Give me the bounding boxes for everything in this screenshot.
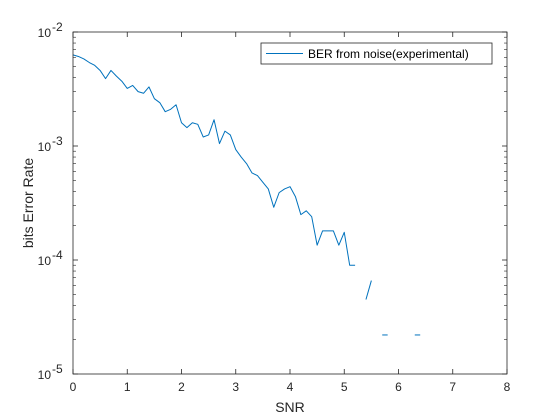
series-line-segment xyxy=(72,54,356,266)
series-line-segment xyxy=(365,280,372,300)
x-tick-label: 2 xyxy=(178,380,185,394)
y-tick-exponent: -4 xyxy=(52,248,63,262)
y-tick-exponent: -5 xyxy=(52,362,63,376)
x-tick-label: 7 xyxy=(449,380,456,394)
x-tick-label: 5 xyxy=(341,380,348,394)
plot-area xyxy=(73,32,507,374)
x-axis: 0 1 2 3 4 5 6 7 8 xyxy=(70,32,511,394)
y-tick-label: 10 xyxy=(38,254,52,268)
legend-entry: BER from noise(experimental) xyxy=(308,47,469,61)
y-axis-label: bits Error Rate xyxy=(20,158,36,248)
legend: BER from noise(experimental) xyxy=(260,42,493,65)
y-tick-label: 10 xyxy=(38,368,52,382)
y-tick-label: 10 xyxy=(38,26,52,40)
x-tick-label: 6 xyxy=(395,380,402,394)
x-tick-label: 8 xyxy=(504,380,511,394)
y-tick-exponent: -3 xyxy=(52,134,63,148)
y-axis: 10-210-310-410-5 xyxy=(38,20,507,382)
y-tick-exponent: -2 xyxy=(52,20,63,34)
x-tick-label: 0 xyxy=(70,380,77,394)
series-layer xyxy=(72,54,421,336)
x-tick-label: 1 xyxy=(124,380,131,394)
legend-box xyxy=(260,42,493,65)
y-tick-label: 10 xyxy=(38,140,52,154)
x-tick-label: 4 xyxy=(287,380,294,394)
x-tick-label: 3 xyxy=(232,380,239,394)
x-axis-label: SNR xyxy=(275,399,305,415)
